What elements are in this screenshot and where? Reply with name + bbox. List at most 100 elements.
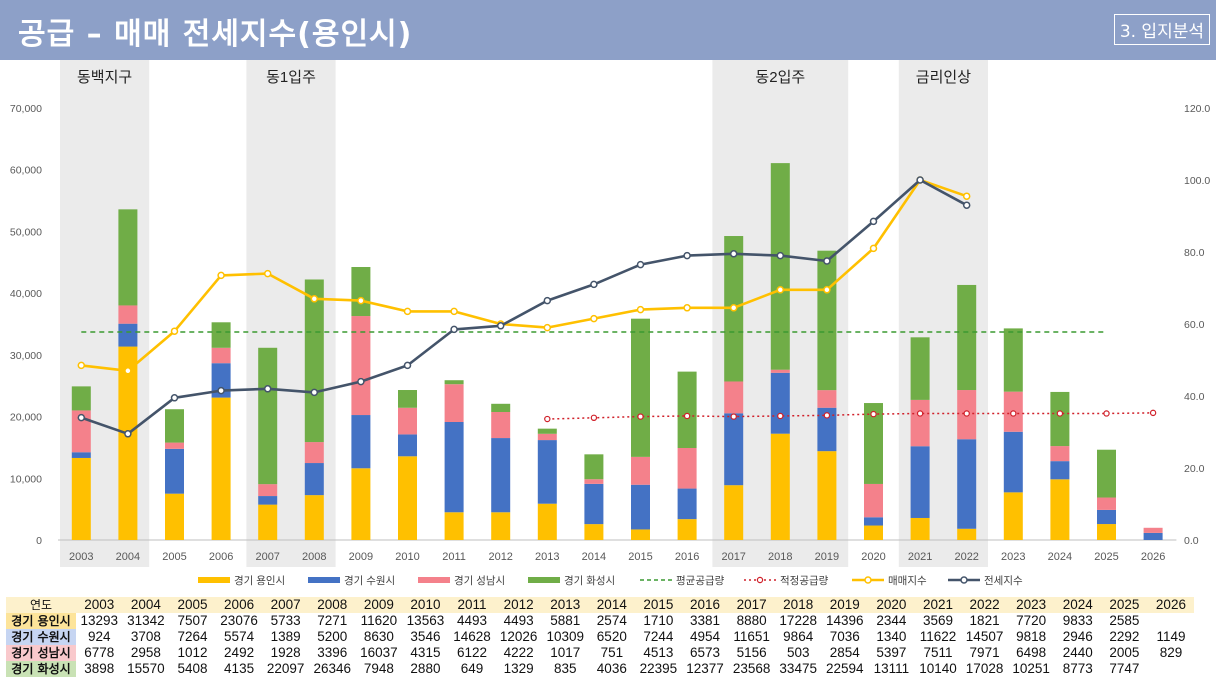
sale-index-point bbox=[590, 314, 598, 323]
bar-segment bbox=[118, 209, 138, 306]
table-cell: 2292 bbox=[1109, 629, 1140, 644]
table-year-cell: 2006 bbox=[215, 597, 263, 613]
table-cell: 9818 bbox=[1016, 629, 1047, 644]
legend-marker bbox=[864, 576, 872, 584]
bar-segment bbox=[537, 503, 557, 540]
table-cell: 13293 bbox=[80, 613, 119, 628]
table-cell: 7720 bbox=[1016, 613, 1047, 628]
bar-segment bbox=[351, 316, 371, 416]
table-cell: 751 bbox=[600, 645, 624, 660]
bar-segment bbox=[770, 433, 790, 540]
table-cell: 11651 bbox=[733, 629, 770, 644]
table-cell: 9833 bbox=[1062, 613, 1093, 628]
table-cell: 7036 bbox=[829, 629, 860, 644]
bar-segment bbox=[584, 454, 604, 480]
bar-segment bbox=[491, 438, 511, 513]
bar-segment bbox=[584, 479, 604, 484]
y-right-tick-label: 80.0 bbox=[1184, 247, 1205, 259]
bar-segment bbox=[165, 442, 184, 449]
bar-segment bbox=[1050, 461, 1070, 480]
bar-segment bbox=[165, 409, 184, 443]
table-cell: 11620 bbox=[360, 613, 398, 628]
bar-segment bbox=[817, 390, 837, 408]
y-right-tick-label: 100.0 bbox=[1184, 175, 1210, 187]
table-cell: 2854 bbox=[829, 645, 860, 660]
bar-segment bbox=[1050, 479, 1070, 540]
data-table: 연도 2003 2004 2005 2006 2007 2008 2009 2010 2011 20… bbox=[6, 597, 1195, 677]
bar-segment bbox=[1143, 532, 1163, 540]
x-tick-label: 2013 bbox=[535, 551, 559, 563]
x-tick-label: 2010 bbox=[395, 551, 419, 563]
jeonse-index-point bbox=[590, 280, 598, 289]
bar-segment bbox=[724, 381, 744, 414]
highlight-label: 동2입주 bbox=[755, 69, 805, 86]
table-year-cell: 2023 bbox=[1007, 597, 1055, 613]
x-tick-label: 2003 bbox=[69, 551, 93, 563]
x-tick-label: 2007 bbox=[255, 551, 279, 563]
table-cell bbox=[1148, 661, 1195, 677]
page-title: 공급 – 매매 전세지수(용인시) bbox=[18, 17, 413, 52]
bar-segment bbox=[258, 484, 278, 497]
bar-segment bbox=[491, 512, 511, 540]
table-cell: 23076 bbox=[220, 613, 258, 628]
legend-label: 경기 용인시 bbox=[234, 574, 285, 587]
table-cell: 4513 bbox=[643, 645, 674, 660]
sale-index-point bbox=[729, 304, 738, 312]
sale-index-point bbox=[776, 286, 785, 294]
table-cell: 1017 bbox=[550, 645, 581, 660]
x-tick-label: 2018 bbox=[768, 551, 792, 563]
sale-index-point bbox=[310, 295, 319, 303]
table-row-label: 경기 성남시 bbox=[6, 645, 76, 661]
jeonse-index-point bbox=[170, 394, 179, 402]
table-year-cell: 2010 bbox=[402, 597, 449, 613]
x-tick-label: 2023 bbox=[1001, 551, 1025, 563]
table-cell: 5200 bbox=[317, 629, 348, 644]
proper-supply-point bbox=[963, 410, 970, 417]
proper-supply-point bbox=[1103, 410, 1110, 417]
table-cell: 15570 bbox=[127, 661, 165, 676]
bar-segment bbox=[1003, 492, 1023, 540]
table-cell: 5881 bbox=[550, 613, 581, 628]
bar-segment bbox=[1097, 497, 1116, 510]
table-cell: 7507 bbox=[177, 613, 208, 628]
table-year-cell: 2004 bbox=[122, 597, 170, 613]
bar-segment bbox=[957, 528, 977, 540]
bar-segment bbox=[631, 484, 650, 530]
proper-supply-point bbox=[777, 412, 784, 420]
table-cell: 13563 bbox=[406, 613, 445, 628]
proper-supply-point bbox=[544, 415, 551, 423]
y-right-tick-label: 0.0 bbox=[1184, 535, 1199, 547]
table-cell: 6573 bbox=[689, 645, 721, 660]
bar-segment bbox=[817, 250, 837, 391]
sale-index-point bbox=[636, 305, 645, 314]
jeonse-index-point bbox=[403, 361, 412, 370]
table-cell: 22594 bbox=[826, 661, 864, 676]
bar-segment bbox=[770, 372, 790, 434]
x-tick-label: 2017 bbox=[721, 551, 745, 563]
proper-supply-point bbox=[637, 413, 644, 420]
table-year-cell: 2009 bbox=[355, 597, 403, 613]
table-year-cell: 2014 bbox=[588, 597, 636, 613]
table-year-cell: 2026 bbox=[1147, 597, 1195, 613]
bar-segment bbox=[864, 525, 883, 540]
bar-segment bbox=[211, 347, 231, 364]
legend-label: 평균공급량 bbox=[676, 575, 725, 587]
legend-label: 경기 성남시 bbox=[454, 574, 505, 587]
sale-index-point bbox=[357, 296, 365, 305]
bar-segment bbox=[584, 483, 604, 525]
table-year-cell: 2021 bbox=[914, 597, 962, 613]
x-tick-label: 2005 bbox=[162, 551, 186, 563]
x-tick-label: 2015 bbox=[628, 551, 652, 563]
legend-label: 전세지수 bbox=[984, 575, 1023, 587]
header-bar: 공급 – 매매 전세지수(용인시) 3. 입지분석 bbox=[0, 0, 1216, 60]
bar-segment bbox=[677, 519, 697, 540]
jeonse-index-point bbox=[823, 257, 831, 265]
bar-segment bbox=[351, 267, 371, 317]
bar-segment bbox=[864, 517, 883, 526]
table-cell: 11622 bbox=[919, 629, 957, 644]
table-cell: 6498 bbox=[1016, 645, 1047, 660]
table-row: 경기 수원시 924 3708 7264 5574 1389 5200 8630 3546 146… bbox=[6, 629, 1194, 645]
table-row-label: 경기 화성시 bbox=[6, 661, 76, 677]
table-year-cell: 2005 bbox=[169, 597, 216, 613]
bar-segment bbox=[71, 386, 91, 411]
